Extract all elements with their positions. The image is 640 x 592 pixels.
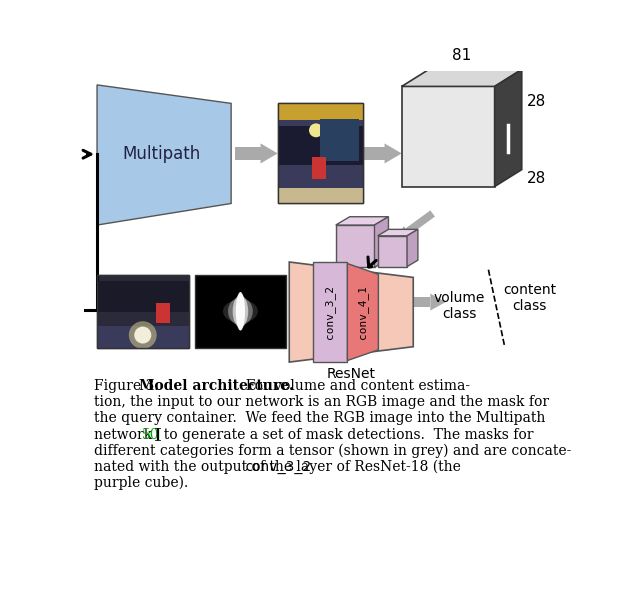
Text: content: content [503,284,556,298]
Text: 50: 50 [142,427,159,442]
Polygon shape [378,229,418,236]
Circle shape [134,327,151,343]
Polygon shape [348,263,378,361]
Bar [413,297,430,307]
Bar [97,281,189,311]
Polygon shape [289,262,413,362]
Polygon shape [312,262,348,362]
Bar [278,127,363,165]
Bar [378,236,407,266]
Circle shape [129,321,157,349]
Text: conv_3_2: conv_3_2 [245,460,312,474]
Text: For volume and content estima-: For volume and content estima- [237,379,470,393]
Polygon shape [430,294,446,311]
Bar [402,86,495,186]
Bar [336,225,374,268]
Text: tion, the input to our network is an RGB image and the mask for: tion, the input to our network is an RGB… [94,395,549,409]
Bar [97,275,189,348]
Text: Model architecture.: Model architecture. [139,379,294,393]
Polygon shape [397,226,412,239]
Polygon shape [495,69,522,186]
Ellipse shape [228,297,253,325]
Bar [320,119,358,161]
Text: volume: volume [434,291,485,305]
Text: conv_3_2: conv_3_2 [324,285,335,339]
Bar [157,303,170,323]
Text: the query container.  We feed the RGB image into the Multipath: the query container. We feed the RGB ima… [94,411,545,426]
Bar [278,104,363,120]
Bar [97,326,189,348]
Polygon shape [374,217,388,268]
Text: 81: 81 [452,49,471,63]
Text: nated with the output of the: nated with the output of the [94,460,296,474]
Polygon shape [406,210,435,234]
Bar [312,157,326,179]
Polygon shape [385,143,402,163]
Ellipse shape [233,295,248,327]
Bar [363,147,385,160]
Ellipse shape [223,300,258,323]
Bar [195,275,286,348]
Polygon shape [97,85,231,225]
Text: layer of ResNet-18 (the: layer of ResNet-18 (the [292,460,460,474]
Text: class: class [512,299,547,313]
Bar [278,188,363,204]
Text: ResNet: ResNet [327,366,376,381]
Polygon shape [402,69,522,86]
Text: purple cube).: purple cube). [94,476,188,490]
Text: network [: network [ [94,427,162,442]
Bar [278,104,363,204]
Text: 28: 28 [527,171,546,186]
Polygon shape [260,143,278,163]
Text: Multipath: Multipath [122,145,200,163]
Polygon shape [407,229,418,266]
Text: different categories form a tensor (shown in grey) and are concate-: different categories form a tensor (show… [94,444,572,458]
Bar [97,275,189,348]
Ellipse shape [236,292,245,330]
Bar [278,104,363,204]
Bar [235,147,260,160]
Text: ] to generate a set of mask detections.  The masks for: ] to generate a set of mask detections. … [154,427,533,442]
Text: 28: 28 [527,94,546,110]
Text: class: class [443,307,477,321]
Polygon shape [336,217,388,225]
Text: conv_4_1: conv_4_1 [357,285,369,339]
Text: Figure 3.: Figure 3. [94,379,163,393]
Circle shape [309,123,323,137]
